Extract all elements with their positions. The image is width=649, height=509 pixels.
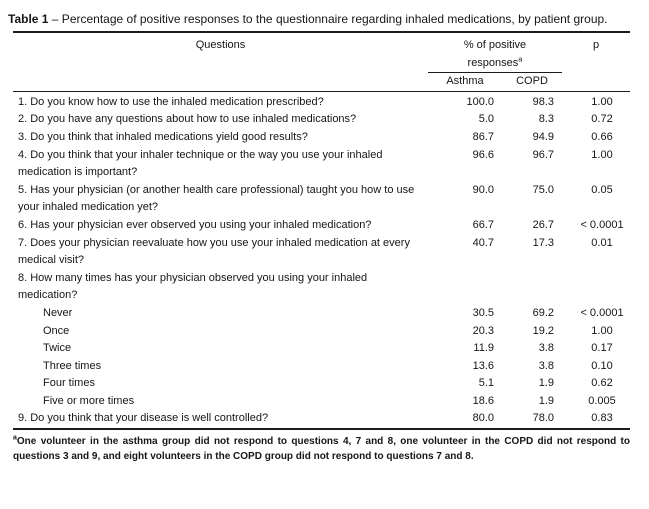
asthma-value-cell: 80.0 bbox=[472, 412, 494, 425]
copd-value-cell: 94.9 bbox=[532, 130, 554, 143]
group-header-line-1: % of positive bbox=[463, 39, 527, 51]
table-row: 4. Do you think that your inhaler techni… bbox=[13, 147, 630, 182]
copd-value-cell: 69.2 bbox=[532, 306, 554, 319]
table-caption-text: – Percentage of positive responses to th… bbox=[48, 12, 608, 26]
footnote-superscript: a bbox=[13, 434, 17, 442]
table-body: 1. Do you know how to use the inhaled me… bbox=[13, 91, 630, 429]
asthma-value-cell: 100.0 bbox=[466, 95, 494, 108]
copd-value-cell: 17.3 bbox=[532, 236, 554, 249]
copd-value-cell: 8.3 bbox=[538, 113, 554, 126]
question-cell: 5. Has your physician (or another health… bbox=[18, 183, 415, 214]
p-value-cell: 1.00 bbox=[591, 148, 613, 161]
copd-value-cell: 3.8 bbox=[538, 342, 554, 355]
question-cell: 8. How many times has your physician obs… bbox=[18, 271, 368, 302]
p-value-cell: 0.10 bbox=[591, 359, 613, 372]
table-row: Once 20.3 19.2 1.00 bbox=[13, 323, 630, 341]
table-row: Twice 11.9 3.8 0.17 bbox=[13, 340, 630, 358]
copd-value-cell: 98.3 bbox=[532, 95, 554, 108]
table-caption: Table 1 – Percentage of positive respons… bbox=[8, 10, 641, 28]
table-row: 8. How many times has your physician obs… bbox=[13, 270, 630, 305]
table-row: Never 30.5 69.2 < 0.0001 bbox=[13, 305, 630, 323]
column-header-questions: Questions bbox=[13, 32, 428, 92]
footnote-marker-superscript: a bbox=[518, 53, 523, 63]
question-cell: 2. Do you have any questions about how t… bbox=[18, 113, 357, 126]
table-row: 6. Has your physician ever observed you … bbox=[13, 217, 630, 235]
asthma-value-cell: 30.5 bbox=[472, 306, 494, 319]
asthma-value-cell: 13.6 bbox=[472, 359, 494, 372]
group-header-word: responses bbox=[467, 56, 519, 69]
asthma-value-cell: 20.3 bbox=[472, 324, 494, 337]
table-header: Questions % of positive responsesa p Ast… bbox=[13, 32, 630, 92]
column-header-positive-responses: % of positive responsesa bbox=[428, 32, 562, 74]
p-value-cell: 0.05 bbox=[591, 183, 613, 196]
p-value-cell bbox=[562, 270, 630, 305]
p-value-cell: < 0.0001 bbox=[580, 218, 624, 231]
table-header-row-1: Questions % of positive responsesa p bbox=[13, 32, 630, 92]
table-row: 1. Do you know how to use the inhaled me… bbox=[13, 91, 630, 111]
question-cell: 9. Do you think that your disease is wel… bbox=[18, 412, 269, 425]
results-table: Questions % of positive responsesa p Ast… bbox=[13, 31, 630, 431]
question-cell: 4. Do you think that your inhaler techni… bbox=[18, 148, 383, 179]
copd-value-cell: 75.0 bbox=[532, 183, 554, 196]
asthma-value-cell: 86.7 bbox=[472, 130, 494, 143]
question-cell: 6. Has your physician ever observed you … bbox=[18, 218, 372, 231]
asthma-value-cell: 18.6 bbox=[472, 394, 494, 407]
page: Table 1 – Percentage of positive respons… bbox=[0, 10, 649, 509]
table-row: 9. Do you think that your disease is wel… bbox=[13, 410, 630, 429]
p-value-cell: < 0.0001 bbox=[580, 306, 624, 319]
asthma-value-cell: 5.1 bbox=[478, 377, 494, 390]
sub-question-cell: Three times bbox=[43, 359, 102, 372]
p-value-cell: 1.00 bbox=[591, 324, 613, 337]
copd-value-cell: 1.9 bbox=[538, 394, 554, 407]
table-header-row-2: Asthma COPD bbox=[13, 72, 630, 92]
table-row: Four times 5.1 1.9 0.62 bbox=[13, 375, 630, 393]
p-value-cell: 0.66 bbox=[591, 130, 613, 143]
copd-value-cell: 96.7 bbox=[532, 148, 554, 161]
copd-value-cell: 26.7 bbox=[532, 218, 554, 231]
table-footnote: aOne volunteer in the asthma group did n… bbox=[13, 434, 630, 464]
sub-question-cell: Twice bbox=[43, 342, 72, 355]
table-row: 5. Has your physician (or another health… bbox=[13, 182, 630, 217]
asthma-value-cell: 5.0 bbox=[478, 113, 494, 126]
p-value-cell: 0.83 bbox=[591, 412, 613, 425]
sub-question-cell: Five or more times bbox=[43, 394, 135, 407]
asthma-value-cell: 40.7 bbox=[472, 236, 494, 249]
question-cell: 1. Do you know how to use the inhaled me… bbox=[18, 95, 324, 108]
footnote-text: One volunteer in the asthma group did no… bbox=[13, 436, 630, 463]
table-row: 7. Does your physician reevaluate how yo… bbox=[13, 235, 630, 270]
table-caption-label: Table 1 bbox=[8, 12, 49, 26]
column-header-p-value: p bbox=[562, 32, 630, 92]
asthma-value-cell: 96.6 bbox=[472, 148, 494, 161]
p-value-cell: 0.62 bbox=[591, 377, 613, 390]
group-header-line-2: responsesa bbox=[428, 55, 562, 73]
asthma-value-cell: 66.7 bbox=[472, 218, 494, 231]
copd-value-cell: 78.0 bbox=[532, 412, 554, 425]
table-row: 2. Do you have any questions about how t… bbox=[13, 111, 630, 129]
p-value-cell: 0.005 bbox=[588, 394, 616, 407]
sub-question-cell: Once bbox=[43, 324, 70, 337]
table-row: 3. Do you think that inhaled medications… bbox=[13, 129, 630, 147]
question-cell: 3. Do you think that inhaled medications… bbox=[18, 130, 308, 143]
sub-question-cell: Never bbox=[43, 306, 73, 319]
copd-value-cell: 19.2 bbox=[532, 324, 554, 337]
p-value-cell: 0.72 bbox=[591, 113, 613, 126]
p-value-cell: 0.01 bbox=[591, 236, 613, 249]
asthma-value-cell: 90.0 bbox=[472, 183, 494, 196]
question-cell: 7. Does your physician reevaluate how yo… bbox=[18, 236, 410, 267]
p-value-cell: 1.00 bbox=[591, 95, 613, 108]
copd-value-cell: 1.9 bbox=[538, 377, 554, 390]
asthma-value-cell: 11.9 bbox=[473, 342, 494, 355]
column-header-copd: COPD bbox=[502, 72, 562, 92]
column-header-asthma: Asthma bbox=[428, 72, 502, 92]
copd-value-cell: 3.8 bbox=[538, 359, 554, 372]
sub-question-cell: Four times bbox=[43, 377, 95, 390]
p-value-cell: 0.17 bbox=[591, 342, 613, 355]
table-row: Five or more times 18.6 1.9 0.005 bbox=[13, 393, 630, 411]
copd-value-cell bbox=[502, 270, 562, 305]
table-row: Three times 13.6 3.8 0.10 bbox=[13, 358, 630, 376]
asthma-value-cell bbox=[428, 270, 502, 305]
